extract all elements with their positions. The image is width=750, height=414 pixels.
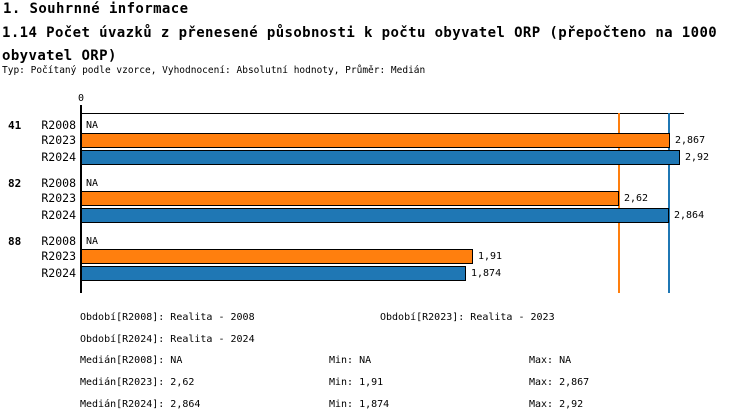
group-label-41: 41 xyxy=(8,119,22,132)
bar-r2024-82 xyxy=(81,208,669,223)
group-label-82: 82 xyxy=(8,177,22,190)
bar-value-label: 2,62 xyxy=(624,193,649,204)
bar-value-na: NA xyxy=(86,236,99,247)
row-label-r2023: R2023 xyxy=(41,191,76,205)
bar-value-na: NA xyxy=(86,120,99,131)
x-axis-top-line xyxy=(81,113,684,114)
bar-value-label: 2,867 xyxy=(675,135,706,146)
bar-r2023-82 xyxy=(81,191,619,206)
row-label-r2024: R2024 xyxy=(41,150,76,164)
report-meta-line: Typ: Počítaný podle vzorce, Vyhodnocení:… xyxy=(2,65,426,76)
row-label-r2008: R2008 xyxy=(41,234,76,248)
legend-min-r2008: Min: NA xyxy=(329,355,372,366)
legend-period-r2023: Období[R2023]: Realita - 2023 xyxy=(380,312,555,323)
row-label-r2008: R2008 xyxy=(41,118,76,132)
legend-median-r2024: Medián[R2024]: 2,864 xyxy=(80,399,201,410)
median-line-r2024 xyxy=(668,113,670,293)
bar-value-label: 1,874 xyxy=(471,268,502,279)
bar-r2024-41 xyxy=(81,150,680,165)
bar-r2023-88 xyxy=(81,249,473,264)
row-label-r2023: R2023 xyxy=(41,249,76,263)
legend-max-r2024: Max: 2,92 xyxy=(529,399,584,410)
row-label-r2024: R2024 xyxy=(41,208,76,222)
legend-period-r2008: Období[R2008]: Realita - 2008 xyxy=(80,312,255,323)
legend-median-r2023: Medián[R2023]: 2,62 xyxy=(80,377,195,388)
row-label-r2008: R2008 xyxy=(41,176,76,190)
bar-value-label: 2,864 xyxy=(674,210,705,221)
bar-value-label: 2,92 xyxy=(685,152,710,163)
page-title: 1. Souhrnné informace xyxy=(3,1,189,17)
legend-max-r2023: Max: 2,867 xyxy=(529,377,590,388)
bar-value-label: 1,91 xyxy=(478,251,503,262)
legend-median-r2008: Medián[R2008]: NA xyxy=(80,355,183,366)
median-line-r2023 xyxy=(618,113,620,293)
bar-r2024-88 xyxy=(81,266,466,281)
legend-min-r2024: Min: 1,874 xyxy=(329,399,390,410)
legend-period-r2024: Období[R2024]: Realita - 2024 xyxy=(80,334,255,345)
legend-max-r2008: Max: NA xyxy=(529,355,572,366)
x-axis-zero-tick-label: 0 xyxy=(77,93,85,104)
bar-r2023-41 xyxy=(81,133,670,148)
row-label-r2023: R2023 xyxy=(41,133,76,147)
bar-value-na: NA xyxy=(86,178,99,189)
group-label-88: 88 xyxy=(8,235,22,248)
row-label-r2024: R2024 xyxy=(41,266,76,280)
legend-min-r2023: Min: 1,91 xyxy=(329,377,384,388)
page-subtitle: 1.14 Počet úvazků z přenesené působnosti… xyxy=(2,25,718,64)
